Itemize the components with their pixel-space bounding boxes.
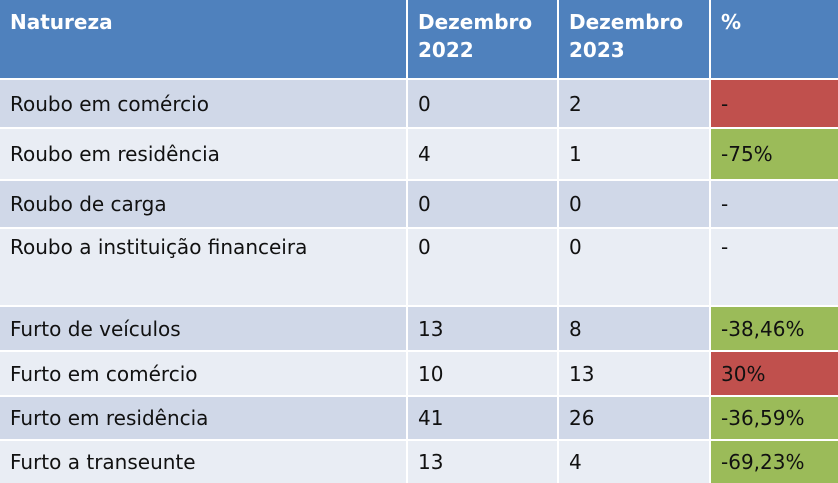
natureza-cell: Furto de veículos — [10, 316, 181, 341]
dez2022-cell: 4 — [406, 129, 557, 179]
dez2023-cell: 0 — [557, 229, 707, 305]
dez2023-cell: 8 — [557, 307, 707, 350]
table-row: Roubo em comércio 0 2 - — [0, 80, 838, 127]
percent-cell: - — [709, 229, 838, 305]
table-header-row: Natureza Dezembro 2022 Dezembro 2023 % — [0, 0, 838, 78]
percent-cell: -69,23% — [709, 441, 838, 483]
natureza-cell: Roubo em residência — [10, 142, 220, 166]
percent-cell: -75% — [709, 129, 838, 179]
table-row: Roubo de carga 0 0 - — [0, 181, 838, 227]
dez2023-cell: 4 — [557, 441, 707, 483]
percent-cell: -38,46% — [709, 307, 838, 350]
dez2023-cell: 26 — [557, 397, 707, 439]
dez2022-cell: 0 — [406, 181, 557, 227]
natureza-cell: Roubo a instituição financeira — [10, 235, 308, 259]
dez2023-cell: 0 — [557, 181, 707, 227]
natureza-cell: Furto em comércio — [10, 361, 198, 386]
natureza-cell: Roubo de carga — [10, 192, 167, 216]
header-dezembro-2022: Dezembro 2022 — [406, 0, 557, 78]
dez2022-cell: 0 — [406, 80, 557, 127]
table-row: Furto de veículos 13 8 -38,46% — [0, 307, 838, 350]
dez2023-cell: 2 — [557, 80, 707, 127]
natureza-cell: Furto em residência — [10, 406, 209, 430]
natureza-cell: Furto a transeunte — [10, 450, 196, 474]
header-dezembro-2023: Dezembro 2023 — [557, 0, 709, 78]
dez2022-cell: 13 — [406, 307, 557, 350]
dez2023-cell: 13 — [557, 352, 707, 395]
table-row: Furto em comércio 10 13 30% — [0, 352, 838, 395]
percent-cell: - — [709, 181, 838, 227]
dez2022-cell: 10 — [406, 352, 557, 395]
table-row: Furto a transeunte 13 4 -69,23% — [0, 441, 838, 483]
dez2023-cell: 1 — [557, 129, 707, 179]
header-natureza: Natureza — [10, 10, 113, 34]
dez2022-cell: 13 — [406, 441, 557, 483]
table-row: Roubo a instituição financeira 0 0 - — [0, 229, 838, 305]
dez2022-cell: 41 — [406, 397, 557, 439]
percent-cell: 30% — [709, 352, 838, 395]
table-row: Furto em residência 41 26 -36,59% — [0, 397, 838, 439]
dez2022-cell: 0 — [406, 229, 557, 305]
percent-cell: - — [709, 80, 838, 127]
natureza-cell: Roubo em comércio — [10, 91, 209, 116]
header-percent: % — [709, 0, 838, 78]
table-row: Roubo em residência 4 1 -75% — [0, 129, 838, 179]
percent-cell: -36,59% — [709, 397, 838, 439]
